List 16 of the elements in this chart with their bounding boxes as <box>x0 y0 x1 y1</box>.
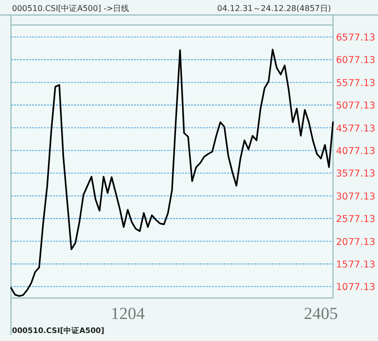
y-tick-label: 6077.13 <box>336 55 376 66</box>
y-tick-label: 1077.13 <box>336 282 376 294</box>
y-tick-label: 6577.13 <box>336 32 376 44</box>
x-tick-label: 1204 <box>110 304 146 323</box>
x-tick-label: 2405 <box>304 304 338 323</box>
y-tick-label: 1577.13 <box>336 259 376 270</box>
y-tick-label: 2577.13 <box>336 214 376 226</box>
y-tick-label: 3577.13 <box>336 168 376 180</box>
y-tick-label: 4577.13 <box>336 123 376 134</box>
y-tick-label: 2077.13 <box>336 236 376 248</box>
y-tick-label: 5077.13 <box>336 100 376 112</box>
y-tick-label: 4077.13 <box>336 146 376 157</box>
y-tick-label: 3077.13 <box>336 191 376 202</box>
y-tick-label: 5577.13 <box>336 78 376 89</box>
chart-subtitle: 04.12.31～24.12.28(4857日) <box>217 4 331 13</box>
chart-title: 000510.CSI[中证A500] ->日线 <box>12 4 130 13</box>
